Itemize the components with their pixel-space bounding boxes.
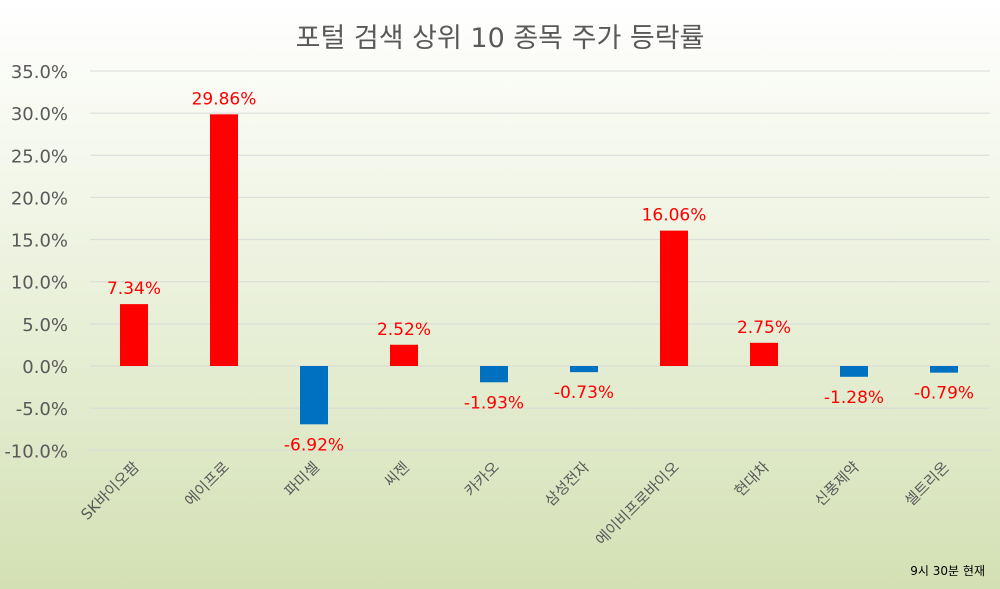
y-tick-label: -5.0% (16, 399, 68, 420)
x-tick-label: 셀트리온 (901, 458, 953, 510)
bar (300, 366, 328, 425)
bar (210, 114, 238, 366)
bar (570, 366, 598, 373)
x-tick-label: 씨젠 (381, 458, 413, 490)
chart-title: 포털 검색 상위 10 종목 주가 등락률 (296, 23, 705, 54)
y-tick-label: 30.0% (11, 104, 68, 125)
x-tick-label: 에이비프로바이오 (592, 458, 683, 549)
y-tick-label: 0.0% (22, 357, 68, 378)
bar (840, 366, 868, 377)
y-tick-label: 5.0% (22, 315, 68, 336)
data-label: -0.73% (554, 383, 614, 403)
y-tick-label: 15.0% (11, 231, 68, 252)
bar (750, 342, 778, 366)
bar (930, 366, 958, 373)
bar (120, 304, 148, 366)
data-label: 16.06% (642, 206, 707, 226)
y-tick-label: 10.0% (11, 273, 68, 294)
data-label: 29.86% (192, 89, 257, 109)
x-tick-label: 삼성전자 (541, 458, 593, 510)
data-label: -6.92% (284, 435, 344, 455)
data-label: -1.93% (464, 393, 524, 413)
x-tick-label: 신풍제약 (811, 458, 863, 510)
data-label: 7.34% (107, 279, 161, 299)
bar (480, 366, 508, 383)
x-tick-label: 파미셀 (281, 458, 323, 500)
x-tick-label: SK바이오팜 (77, 458, 143, 524)
data-label: 2.52% (377, 320, 431, 340)
y-tick-label: -10.0% (4, 441, 68, 462)
bar (660, 230, 688, 366)
x-tick-label: 에이프로 (181, 458, 233, 510)
bar (390, 344, 418, 366)
y-tick-label: 25.0% (11, 146, 68, 167)
y-tick-label: 20.0% (11, 188, 68, 209)
x-tick-label: 카카오 (461, 458, 503, 500)
footnote: 9시 30분 현재 (910, 564, 985, 578)
y-tick-label: 35.0% (11, 62, 68, 83)
data-label: -0.79% (914, 384, 974, 404)
x-tick-label: 현대차 (731, 458, 773, 500)
data-label: -1.28% (824, 388, 884, 408)
data-label: 2.75% (737, 318, 791, 338)
